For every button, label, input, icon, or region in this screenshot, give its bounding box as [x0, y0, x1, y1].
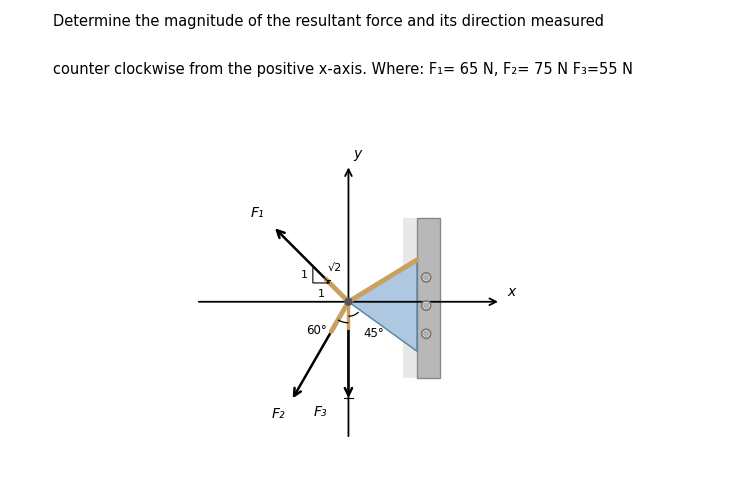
Circle shape — [422, 329, 430, 338]
Circle shape — [424, 275, 429, 280]
Text: counter clockwise from the positive x-axis. Where: F₁= 65 N, F₂= 75 N F₃=55 N: counter clockwise from the positive x-ax… — [53, 62, 632, 77]
Polygon shape — [349, 260, 417, 351]
Text: x: x — [507, 285, 515, 299]
Circle shape — [424, 331, 429, 336]
Text: Determine the magnitude of the resultant force and its direction measured: Determine the magnitude of the resultant… — [53, 14, 604, 29]
Circle shape — [422, 273, 430, 282]
Text: y: y — [353, 147, 362, 161]
Text: F₃: F₃ — [314, 405, 327, 419]
Polygon shape — [404, 218, 417, 378]
Text: √2: √2 — [327, 262, 341, 272]
Text: 1: 1 — [302, 270, 308, 280]
Circle shape — [345, 298, 352, 305]
Text: 1: 1 — [318, 289, 325, 299]
Polygon shape — [417, 218, 440, 378]
Circle shape — [422, 301, 430, 310]
Text: 45°: 45° — [364, 327, 385, 340]
Text: 60°: 60° — [306, 324, 327, 337]
Circle shape — [424, 303, 429, 308]
Text: F₁: F₁ — [251, 206, 264, 220]
Text: F₂: F₂ — [272, 407, 285, 421]
